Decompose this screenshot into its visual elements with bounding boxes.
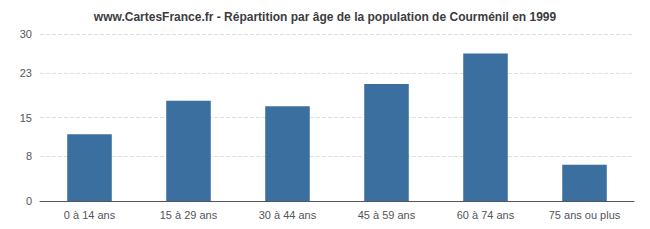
svg-text:0 à 14 ans: 0 à 14 ans <box>64 209 116 221</box>
svg-text:www.CartesFrance.fr - Répartit: www.CartesFrance.fr - Répartition par âg… <box>93 10 557 24</box>
svg-text:8: 8 <box>26 150 32 162</box>
svg-text:15 à 29 ans: 15 à 29 ans <box>160 209 218 221</box>
svg-text:30 à 44 ans: 30 à 44 ans <box>259 209 317 221</box>
svg-text:60 à 74 ans: 60 à 74 ans <box>457 209 515 221</box>
svg-text:45 à 59 ans: 45 à 59 ans <box>358 209 416 221</box>
svg-text:15: 15 <box>20 112 32 124</box>
svg-text:75 ans ou plus: 75 ans ou plus <box>549 209 621 221</box>
svg-text:0: 0 <box>26 195 32 207</box>
svg-text:23: 23 <box>20 67 32 79</box>
svg-text:30: 30 <box>20 28 32 40</box>
